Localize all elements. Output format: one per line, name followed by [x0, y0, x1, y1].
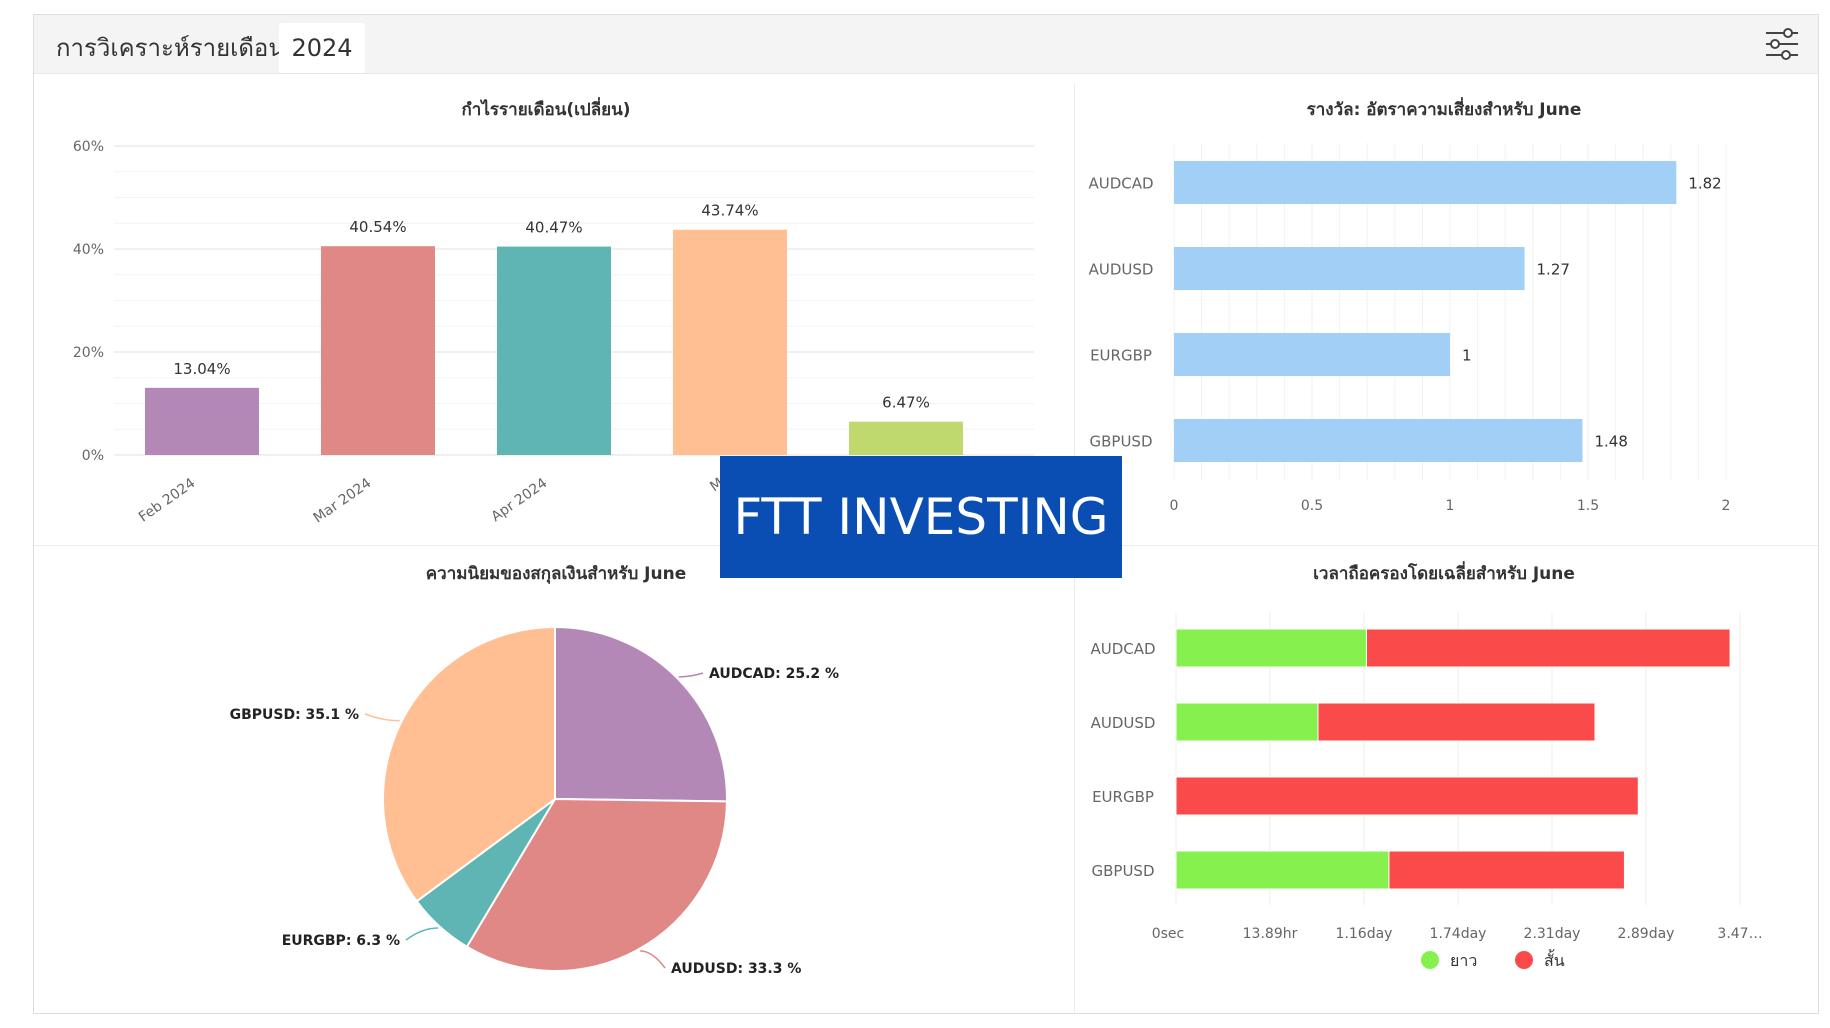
tab-year-2024[interactable]: 2024	[279, 23, 365, 73]
reward-risk-chart: รางวัล: อัตราความเสี่ยงสำหรับ June 0 0.5 1…	[1088, 97, 1730, 514]
x-tick-label: 1.74day	[1430, 926, 1487, 942]
y-tick-label: 40%	[73, 242, 104, 258]
x-tick-label: 2	[1722, 498, 1731, 514]
bar	[673, 229, 787, 455]
bar	[1174, 419, 1583, 462]
pie-slice-label: GBPUSD: 35.1 %	[230, 707, 359, 723]
x-tick-label: 3.47…	[1717, 926, 1762, 942]
pie-slice	[465, 797, 728, 972]
bar-value-label: 40.54%	[349, 218, 406, 236]
chart-title: เวลาถือครองโดยเฉลี่ยสำหรับ June	[1313, 561, 1575, 584]
y-tick-label: AUDCAD	[1090, 640, 1155, 658]
bar	[497, 246, 611, 455]
legend-marker	[1515, 951, 1533, 969]
y-tick-label: 20%	[73, 345, 104, 361]
bar-value-label: 1	[1462, 347, 1472, 365]
charts-canvas: กำไรรายเดือน(เปลี่ยน) 0% 20% 40% 60% 13.04%…	[73, 97, 1763, 977]
x-tick-label: Feb 2024	[136, 475, 198, 525]
bar	[849, 421, 963, 455]
sliders-icon[interactable]	[1764, 27, 1800, 61]
chart-title: กำไรรายเดือน(เปลี่ยน)	[462, 97, 631, 120]
bar-value-label: 43.74%	[701, 202, 758, 220]
y-tick-label: EURGBP	[1092, 788, 1154, 806]
pie-slice-label: EURGBP: 6.3 %	[282, 933, 400, 949]
x-tick-label: 0	[1170, 498, 1179, 514]
pie-slice-label: AUDUSD: 33.3 %	[671, 961, 801, 977]
bar	[1174, 333, 1450, 376]
banner-text: FTT INVESTING	[733, 488, 1109, 546]
legend-marker	[1421, 951, 1439, 969]
y-tick-label: AUDUSD	[1089, 261, 1154, 279]
bar-segment	[1175, 850, 1390, 890]
pie-slice	[554, 625, 728, 803]
pie-slice-label: AUDCAD: 25.2 %	[709, 666, 839, 682]
pie-leader-line	[364, 713, 400, 722]
bar-value-label: 1.82	[1688, 175, 1721, 193]
watermark-banner: FTT INVESTING	[720, 456, 1122, 578]
bar-segment	[1317, 702, 1596, 742]
x-tick-label: 0.5	[1301, 498, 1323, 514]
bar	[1174, 161, 1677, 204]
y-tick-label: 0%	[82, 448, 104, 464]
tab-bar: การวิเคราะห์รายเดือน 2024	[34, 15, 1818, 74]
bar	[321, 246, 435, 455]
bar	[145, 387, 259, 455]
x-tick-label: 2.31day	[1524, 926, 1581, 942]
bar-segment	[1175, 702, 1319, 742]
currency-popularity-chart: ความนิยมของสกุลเงินสำหรับ June AUDCAD: 2…	[230, 564, 839, 977]
x-tick-label: 13.89hr	[1243, 926, 1298, 942]
x-tick-label: Mar 2024	[311, 475, 375, 526]
bar-value-label: 13.04%	[173, 360, 230, 378]
y-tick-label: AUDCAD	[1088, 175, 1153, 193]
tab-monthly-analysis[interactable]: การวิเคราะห์รายเดือน	[56, 34, 285, 62]
y-tick-label: EURGBP	[1090, 347, 1152, 365]
y-tick-label: 60%	[73, 139, 104, 155]
x-tick-label: 1	[1446, 498, 1455, 514]
legend-label: ยาว	[1450, 951, 1477, 970]
x-tick-label: Apr 2024	[488, 475, 550, 525]
bar	[1174, 247, 1525, 290]
x-tick-label: 2.89day	[1618, 926, 1675, 942]
x-tick-label: 0sec	[1152, 926, 1185, 942]
pie-leader-line	[639, 950, 666, 969]
pie-slice	[382, 625, 556, 903]
analysis-panel: การวิเคราะห์รายเดือน 2024 กำไรรายเดือน(เ…	[33, 14, 1819, 1014]
bar-value-label: 1.48	[1594, 433, 1627, 451]
x-tick-label: 1.5	[1577, 498, 1599, 514]
y-tick-label: GBPUSD	[1089, 433, 1152, 451]
monthly-profit-chart: กำไรรายเดือน(เปลี่ยน) 0% 20% 40% 60% 13.04%…	[73, 97, 1034, 526]
legend-label: สั้น	[1544, 949, 1565, 970]
x-tick-label: 1.16day	[1336, 926, 1393, 942]
bar-segment	[1388, 850, 1625, 890]
chart-title: รางวัล: อัตราความเสี่ยงสำหรับ June	[1307, 97, 1582, 120]
chart-title: ความนิยมของสกุลเงินสำหรับ June	[426, 564, 686, 584]
bar-value-label: 40.47%	[525, 219, 582, 237]
bar-value-label: 6.47%	[882, 394, 930, 412]
pie-leader-line	[678, 672, 704, 678]
holding-time-chart: เวลาถือครองโดยเฉลี่ยสำหรับ June 0sec 13.8…	[1090, 561, 1762, 970]
bar-value-label: 1.27	[1537, 261, 1570, 279]
bar-segment	[1175, 776, 1639, 816]
y-tick-label: AUDUSD	[1091, 714, 1156, 732]
y-tick-label: GBPUSD	[1091, 862, 1154, 880]
pie-leader-line	[405, 927, 439, 941]
bar-segment	[1365, 628, 1731, 668]
bar-segment	[1175, 628, 1367, 668]
